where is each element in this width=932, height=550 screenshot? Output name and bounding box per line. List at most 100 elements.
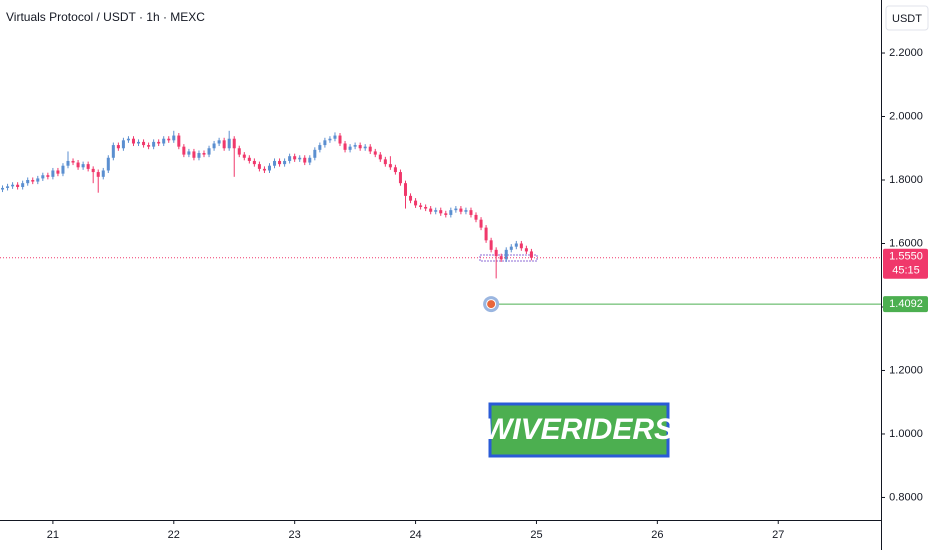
unit-box xyxy=(885,5,929,31)
candle-body xyxy=(509,246,513,250)
x-tick-label: 25 xyxy=(530,529,542,541)
candle-body xyxy=(489,240,493,250)
candle-body xyxy=(36,178,40,182)
candle-body xyxy=(242,154,246,158)
candle-body xyxy=(393,167,397,173)
candle-body xyxy=(323,140,327,146)
candle-body xyxy=(26,180,30,184)
candle-body xyxy=(172,135,176,141)
target-box xyxy=(883,296,928,313)
candle-body xyxy=(494,249,498,257)
candle-body xyxy=(121,140,125,149)
candle-body xyxy=(303,157,307,163)
candle-body xyxy=(469,210,473,215)
chart-title: Virtuals Protocol / USDT · 1h · MEXC xyxy=(6,10,205,24)
candle-body xyxy=(71,160,75,163)
candle-body xyxy=(192,151,196,158)
candle-body xyxy=(106,157,110,171)
candle-body xyxy=(504,249,508,260)
candle-body xyxy=(101,170,105,177)
candle-body xyxy=(383,159,387,165)
watermark: WIVERIDERS xyxy=(484,402,674,458)
candle-body xyxy=(514,243,518,247)
y-tick-label: 2.2000 xyxy=(889,47,923,59)
candle-body xyxy=(157,141,161,144)
candle-body xyxy=(464,210,468,212)
candle-body xyxy=(217,140,221,144)
candle-body xyxy=(424,206,428,209)
y-tick-label: 1.6000 xyxy=(889,237,923,249)
watermark-box xyxy=(488,402,670,458)
candle-body xyxy=(519,243,523,249)
candle-body xyxy=(368,146,372,152)
candle-body xyxy=(409,195,413,201)
candle-body xyxy=(429,208,433,212)
candle-body xyxy=(273,160,277,166)
candle-body xyxy=(152,141,156,147)
candle-body xyxy=(162,138,166,144)
candle-body xyxy=(41,175,45,179)
candle-body xyxy=(414,200,418,206)
candle-body xyxy=(439,210,443,214)
candle-body xyxy=(378,154,382,160)
x-tick-label: 27 xyxy=(772,529,784,541)
y-tick-label: 0.8000 xyxy=(889,491,923,503)
candle-body xyxy=(348,146,352,150)
candle-body xyxy=(338,135,342,144)
candle-body xyxy=(358,145,362,149)
candle-body xyxy=(1,187,5,190)
watermark-text: WIVERIDERS xyxy=(484,413,674,446)
candle-body xyxy=(343,143,347,150)
candle-body xyxy=(202,153,206,155)
candle-body xyxy=(116,145,120,149)
countdown: 45:15 xyxy=(892,265,920,277)
candle-body xyxy=(308,157,312,163)
y-tick-label: 1.2000 xyxy=(889,364,923,376)
candle-body xyxy=(222,140,226,149)
candle-body xyxy=(131,138,135,144)
candle-body xyxy=(46,175,50,177)
y-tick-label: 2.0000 xyxy=(889,110,923,122)
candle-body xyxy=(237,148,241,155)
candle-body xyxy=(197,153,201,158)
candle-body xyxy=(232,138,236,149)
candle-body xyxy=(207,148,211,155)
candle-body xyxy=(479,219,483,228)
candle-body xyxy=(126,138,130,141)
candle-body xyxy=(227,138,231,149)
candle-body xyxy=(66,160,70,166)
candle-body xyxy=(333,135,337,139)
candle-body xyxy=(524,248,528,252)
candle-body xyxy=(21,183,25,187)
candle-body xyxy=(484,227,488,241)
candle-body xyxy=(252,160,256,165)
y-tick-label: 1.8000 xyxy=(889,174,923,186)
x-tick-label: 21 xyxy=(47,529,59,541)
candle-body xyxy=(61,165,65,174)
candle-body xyxy=(96,172,100,177)
candle-body xyxy=(353,145,357,147)
candle-body xyxy=(51,170,55,177)
candle-body xyxy=(403,183,408,196)
candle-body xyxy=(328,138,332,141)
candle-body xyxy=(6,186,10,188)
candle-body xyxy=(81,164,85,168)
candle-body xyxy=(137,141,141,144)
candle-body xyxy=(388,164,392,168)
candle-body xyxy=(111,145,115,158)
candle-body xyxy=(454,208,458,211)
candle-body xyxy=(363,146,367,149)
candle-body xyxy=(182,146,186,155)
candle-body xyxy=(288,156,292,161)
candle-body xyxy=(177,135,181,147)
candle-body xyxy=(459,208,463,212)
candle-body xyxy=(11,184,15,187)
candle-body xyxy=(142,141,146,146)
candle-body xyxy=(283,160,287,165)
candle-body xyxy=(257,164,261,169)
candle-body xyxy=(278,160,282,165)
candle-body xyxy=(247,157,251,161)
candle-body xyxy=(86,164,90,169)
